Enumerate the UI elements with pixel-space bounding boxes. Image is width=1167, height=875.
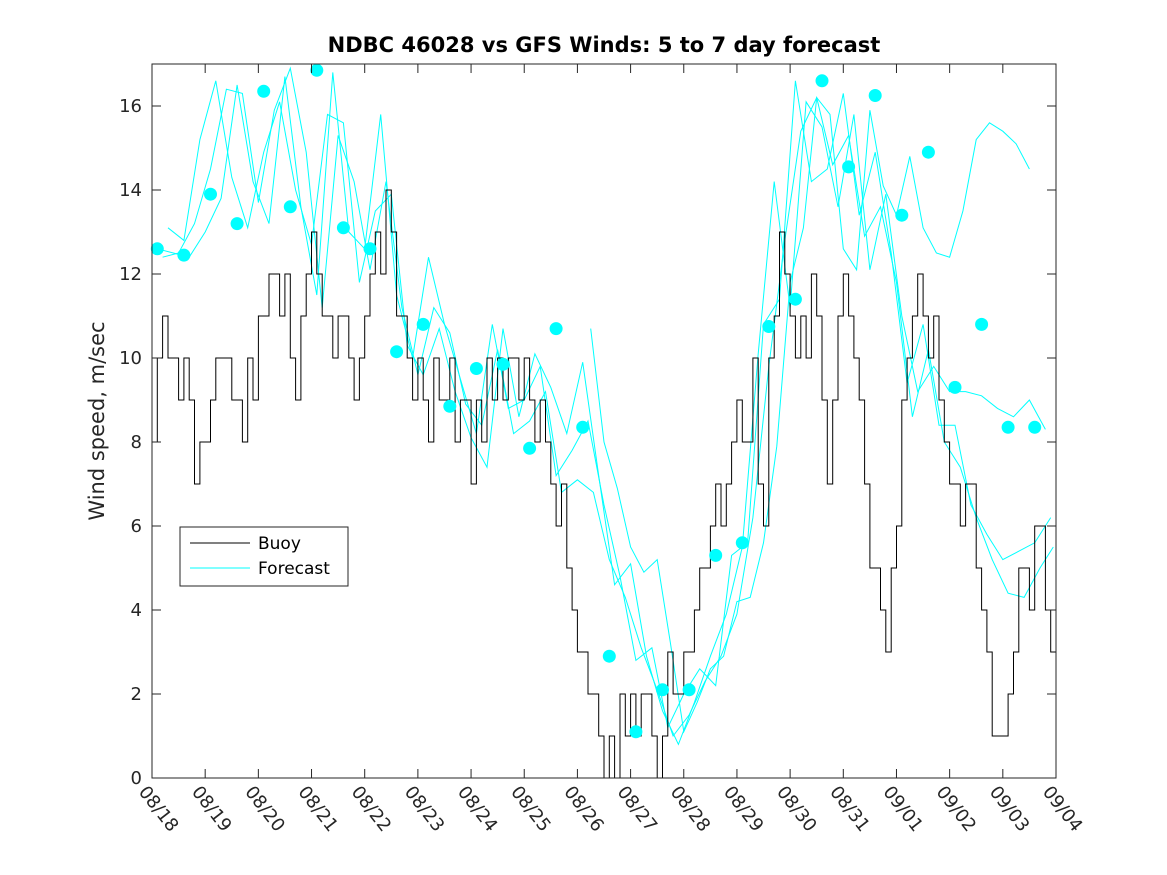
- legend-buoy-label: Buoy: [258, 534, 301, 554]
- plot-area: [152, 64, 1056, 778]
- forecast-marker: [975, 317, 989, 331]
- forecast-marker: [788, 292, 802, 306]
- forecast-markers: [150, 63, 1042, 739]
- y-tick-label: 14: [119, 180, 142, 201]
- plot-frame: [151, 63, 1057, 779]
- y-axis-label: Wind speed, m/sec: [85, 321, 109, 520]
- legend-box: [179, 526, 349, 587]
- y-tick-label: 2: [131, 684, 142, 705]
- forecast-marker: [336, 221, 350, 235]
- forecast-marker: [390, 345, 404, 359]
- legend: Buoy Forecast: [179, 526, 349, 587]
- forecast-marker: [815, 74, 829, 88]
- y-tick-label: 8: [131, 432, 142, 453]
- forecast-marker: [735, 536, 749, 550]
- forecast-marker: [283, 200, 297, 214]
- forecast-marker: [549, 322, 563, 336]
- forecast-line-0: [157, 72, 1052, 730]
- chart-title: NDBC 46028 vs GFS Winds: 5 to 7 day fore…: [328, 33, 881, 57]
- forecast-marker: [150, 242, 164, 256]
- forecast-series: [157, 66, 1054, 746]
- forecast-marker: [629, 725, 643, 739]
- y-tick-label: 4: [131, 600, 142, 621]
- forecast-line-3: [590, 96, 1030, 734]
- forecast-marker: [469, 362, 483, 375]
- forecast-marker: [496, 357, 510, 371]
- y-tick-label: 16: [119, 96, 142, 117]
- forecast-marker: [416, 317, 430, 331]
- forecast-marker: [257, 84, 271, 98]
- forecast-marker: [443, 399, 457, 413]
- forecast-marker: [230, 217, 244, 231]
- y-tick-label: 10: [119, 348, 142, 369]
- legend-forecast-label: Forecast: [258, 559, 330, 579]
- forecast-line-2: [167, 80, 1046, 746]
- forecast-marker: [177, 248, 191, 262]
- y-axis-ticks: 0 2 4 6 8 10 12 14 16: [119, 96, 1056, 789]
- forecast-marker: [602, 649, 616, 663]
- forecast-marker: [523, 441, 537, 455]
- forecast-marker: [576, 420, 590, 434]
- forecast-marker: [948, 380, 962, 394]
- forecast-marker: [310, 63, 324, 77]
- forecast-marker: [1001, 420, 1015, 434]
- forecast-marker: [656, 683, 669, 697]
- forecast-marker: [709, 548, 723, 562]
- forecast-marker: [682, 683, 696, 697]
- forecast-marker: [204, 187, 217, 201]
- forecast-marker: [895, 208, 909, 222]
- forecast-marker: [921, 145, 935, 159]
- y-tick-label: 6: [131, 516, 142, 537]
- forecast-marker: [842, 160, 856, 174]
- forecast-marker: [762, 320, 776, 333]
- forecast-marker: [868, 89, 882, 102]
- forecast-marker: [1028, 420, 1042, 434]
- forecast-marker: [363, 242, 377, 256]
- y-tick-label: 0: [131, 768, 142, 789]
- y-tick-label: 12: [119, 264, 142, 285]
